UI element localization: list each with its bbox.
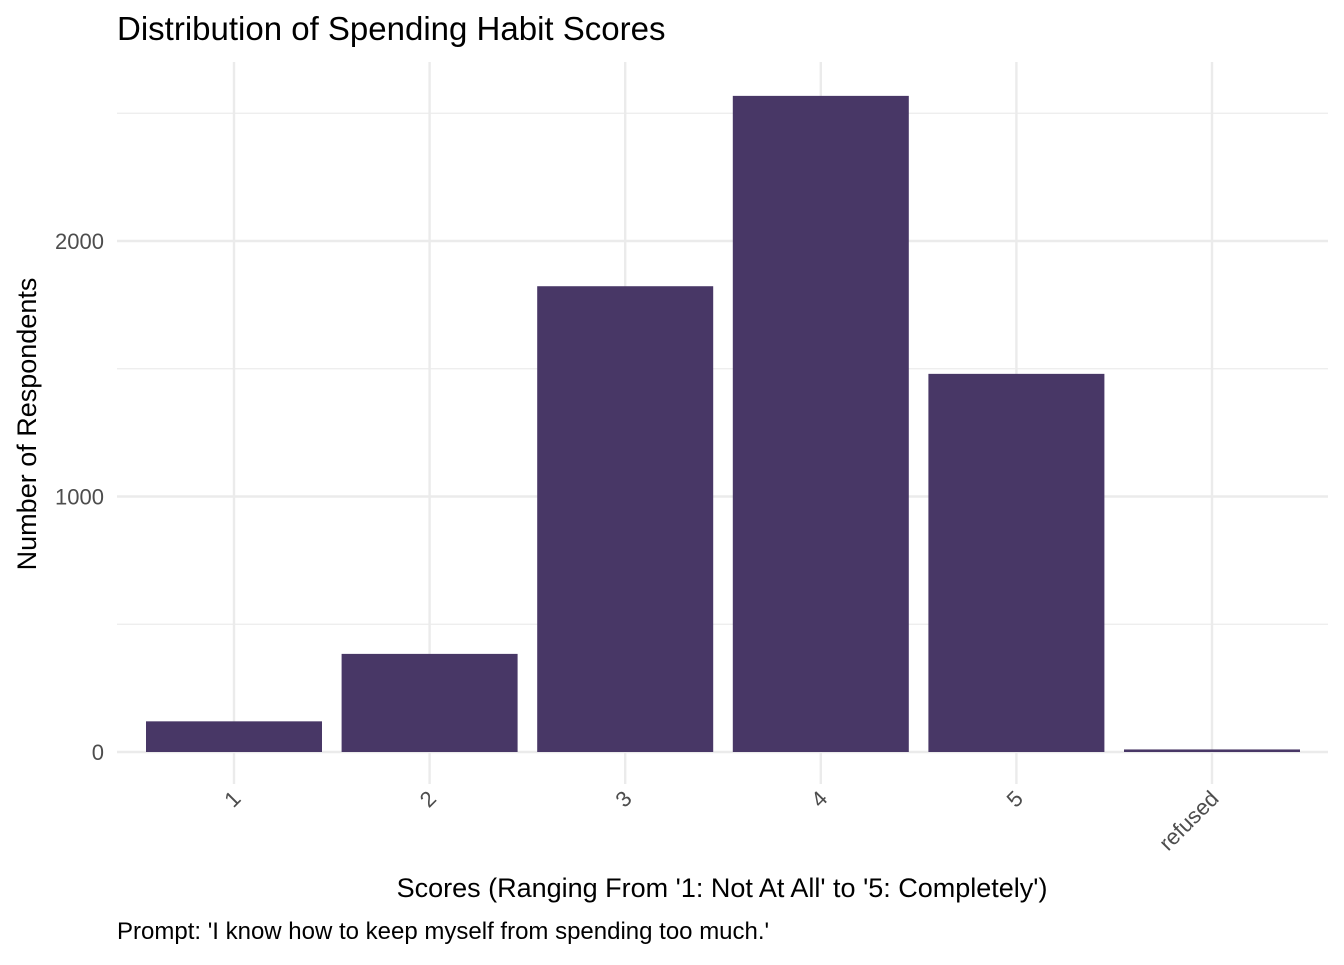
x-tick-label-1: 1 bbox=[219, 786, 245, 812]
grid-lines bbox=[117, 62, 1328, 784]
x-axis-label: Scores (Ranging From '1: Not At All' to … bbox=[397, 873, 1048, 903]
x-tick-label-4: 4 bbox=[806, 786, 832, 812]
y-tick-label: 1000 bbox=[55, 485, 104, 510]
bar-4 bbox=[732, 95, 909, 753]
x-tick-label-5: 5 bbox=[1002, 786, 1028, 812]
bar-refused bbox=[1124, 749, 1300, 752]
y-tick-label: 2000 bbox=[55, 229, 104, 254]
bar-1 bbox=[146, 721, 322, 752]
chart-caption: Prompt: 'I know how to keep myself from … bbox=[117, 918, 769, 945]
y-tick-label: 0 bbox=[92, 740, 104, 765]
bar-3 bbox=[537, 286, 714, 752]
y-axis-ticks: 0 1000 2000 bbox=[55, 229, 104, 765]
x-axis-ticks: 1 2 3 4 5 refused bbox=[219, 786, 1223, 856]
chart-title: Distribution of Spending Habit Scores bbox=[117, 10, 665, 47]
x-tick-label-refused: refused bbox=[1154, 786, 1224, 856]
x-tick-label-3: 3 bbox=[610, 786, 636, 812]
bar-2 bbox=[341, 653, 518, 752]
x-tick-label-2: 2 bbox=[415, 786, 441, 812]
bar-5 bbox=[928, 373, 1105, 752]
y-axis-label: Number of Respondents bbox=[12, 278, 42, 571]
bars bbox=[146, 95, 1300, 753]
